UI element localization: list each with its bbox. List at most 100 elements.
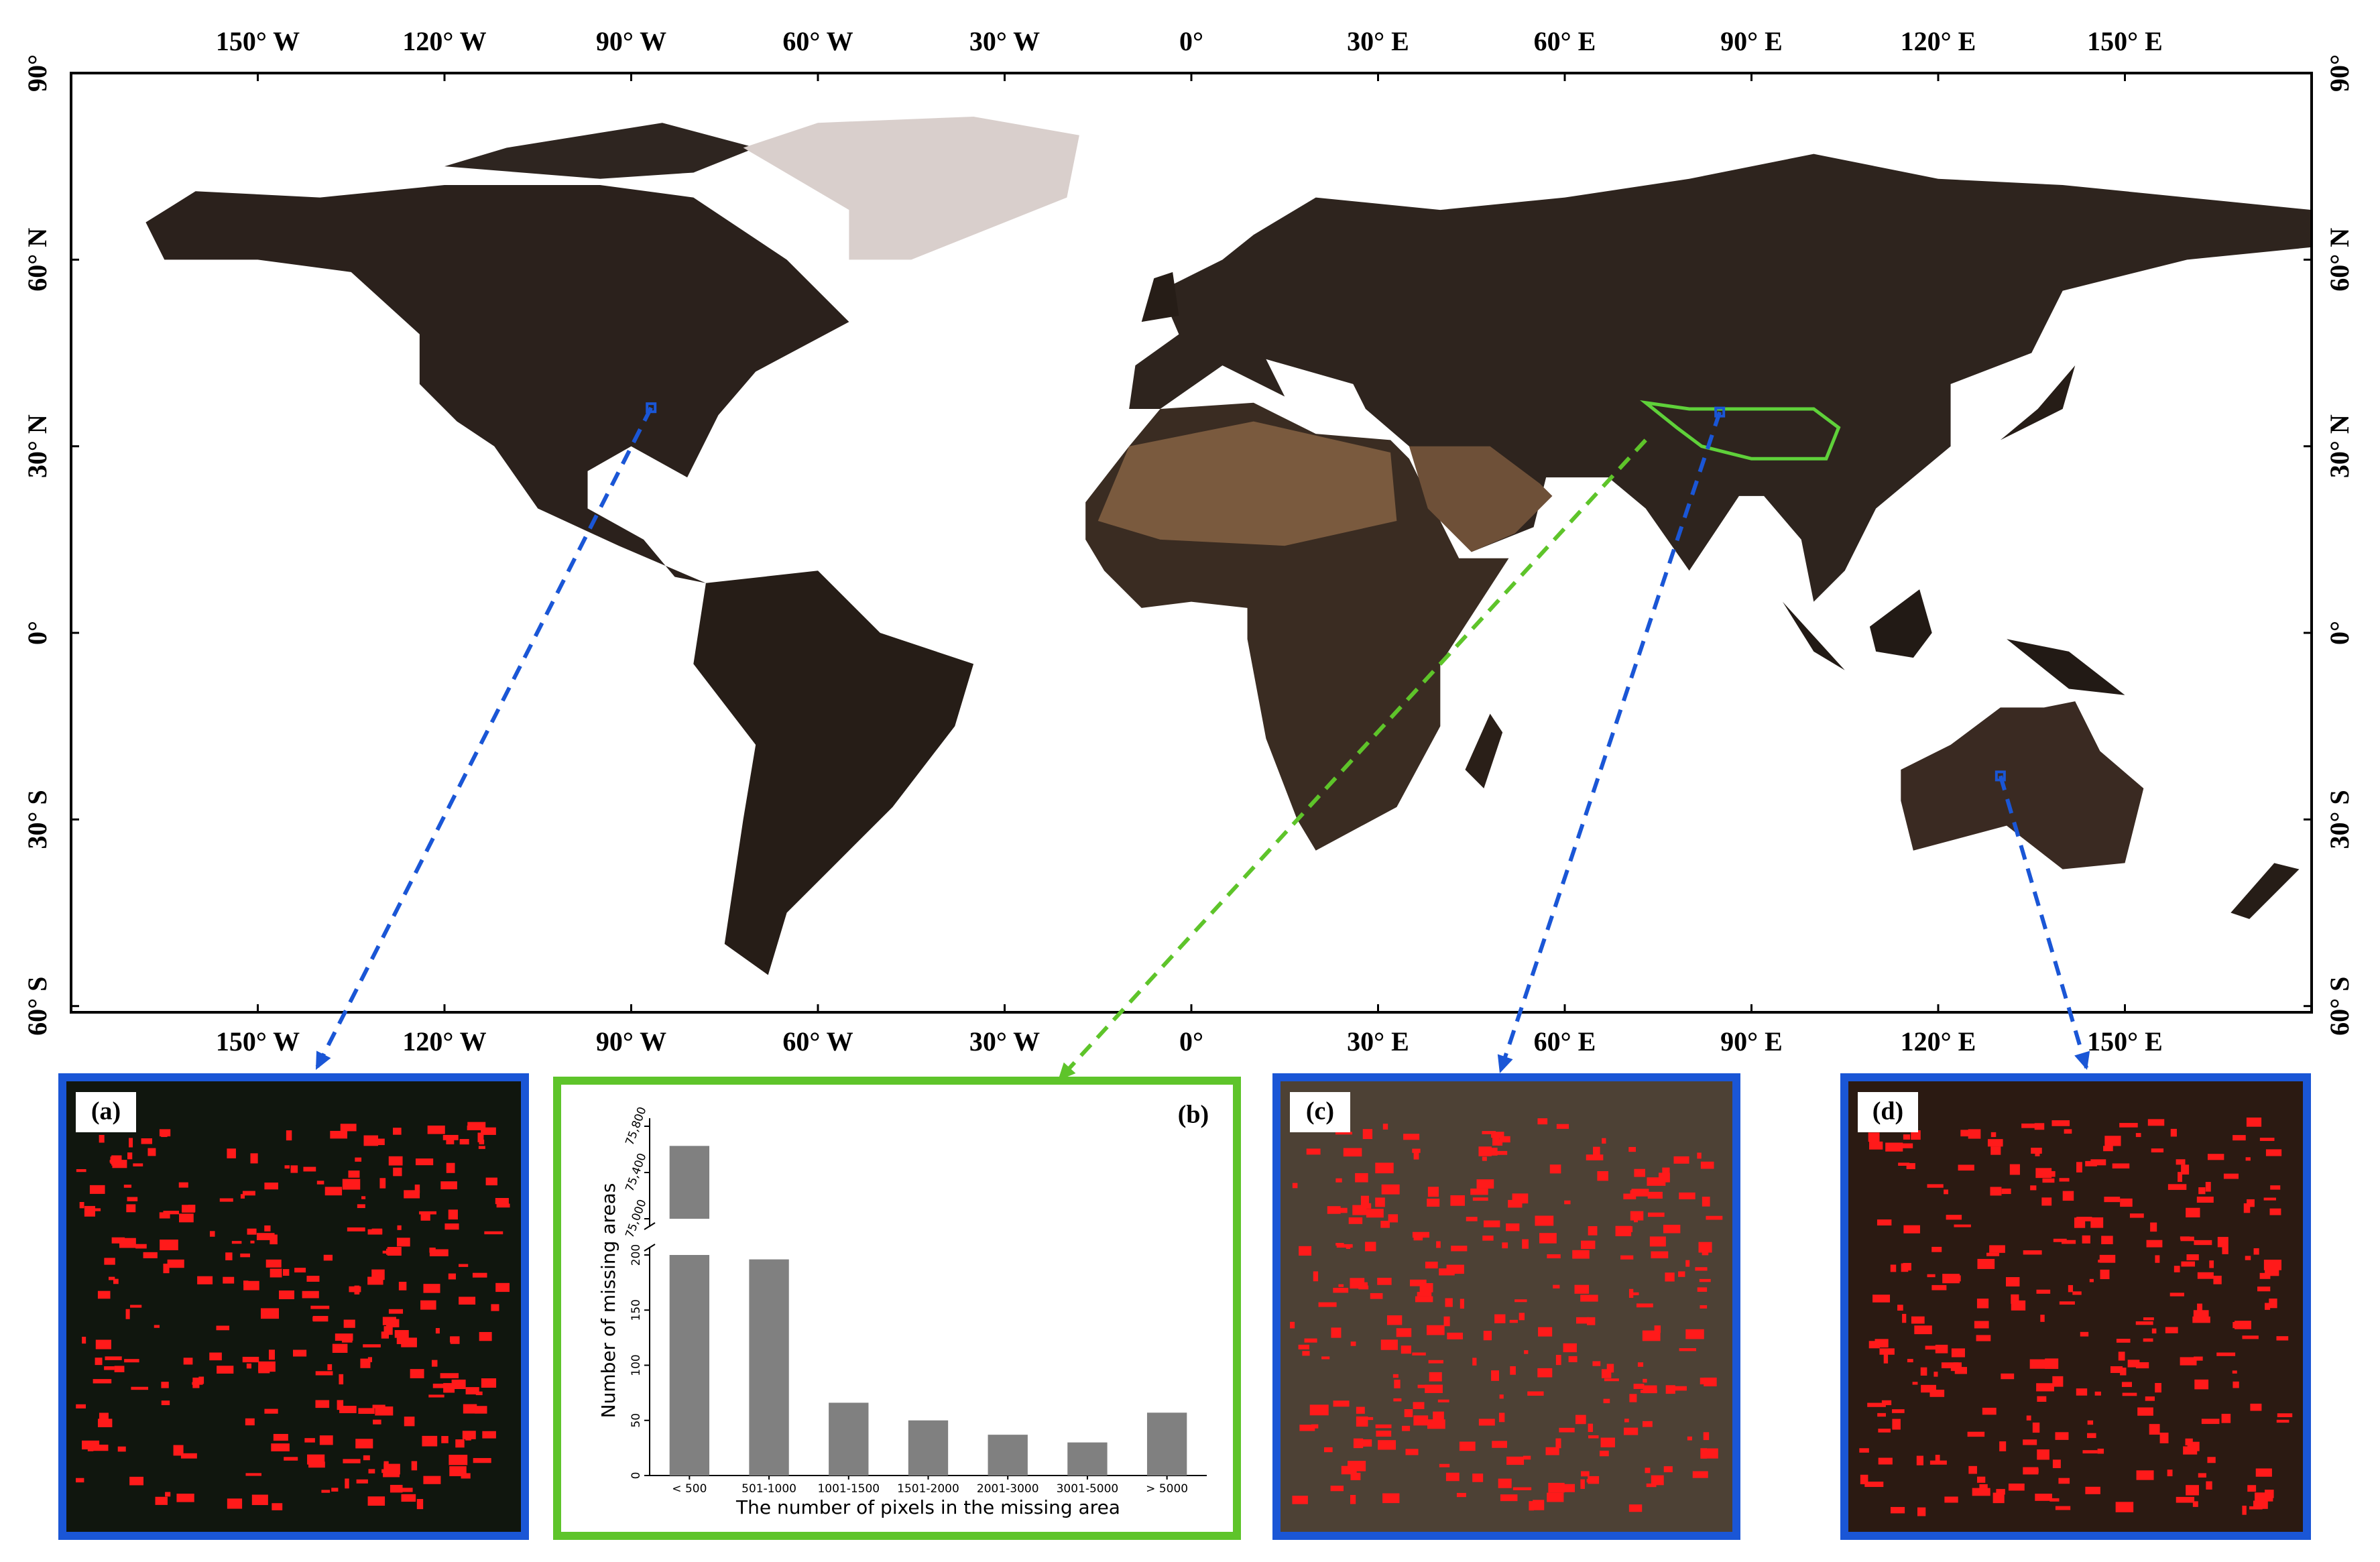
missing-pixels (1382, 1493, 1400, 1504)
missing-pixels (1916, 1455, 1923, 1465)
missing-pixels (2068, 1284, 2074, 1293)
missing-pixels (2035, 1494, 2052, 1501)
missing-pixels (2216, 1352, 2236, 1356)
missing-pixels (2196, 1196, 2214, 1203)
missing-pixels (1357, 1417, 1374, 1421)
x-tick-label: 1001-1500 (817, 1482, 880, 1496)
panel-label: (a) (91, 1097, 121, 1126)
missing-pixels (1700, 1305, 1708, 1309)
missing-pixels (1697, 1152, 1702, 1159)
missing-pixels (251, 1494, 268, 1506)
missing-pixels (1412, 1148, 1421, 1153)
missing-pixels (1992, 1492, 2005, 1504)
missing-pixels (1555, 1438, 1561, 1449)
missing-pixels (482, 1431, 496, 1439)
arrow-head (1058, 1062, 1076, 1081)
missing-pixels (1327, 1206, 1341, 1214)
borneo (1869, 589, 1932, 658)
y-tick-label: 60° S (22, 977, 52, 1036)
missing-pixels (2269, 1299, 2277, 1309)
missing-pixels (127, 1152, 133, 1160)
missing-pixels (1977, 1258, 1995, 1269)
missing-pixels (1604, 1378, 1619, 1382)
missing-pixels (260, 1308, 280, 1319)
missing-pixels (178, 1182, 188, 1188)
sumatra (1782, 601, 1845, 670)
missing-pixels (323, 1254, 333, 1261)
missing-pixels (1685, 1260, 1690, 1267)
missing-pixels (2008, 1483, 2025, 1491)
missing-pixels (1897, 1305, 1903, 1311)
missing-pixels (1426, 1325, 1445, 1335)
missing-pixels (1509, 1319, 1519, 1323)
missing-pixels (129, 1476, 143, 1486)
missing-pixels (1496, 1150, 1508, 1155)
missing-pixels (198, 1376, 204, 1384)
missing-pixels (2223, 1173, 2239, 1179)
missing-pixels (1903, 1225, 1920, 1234)
missing-pixels (1563, 1343, 1577, 1353)
missing-pixels (396, 1238, 410, 1247)
missing-pixels (125, 1309, 130, 1319)
missing-pixels (1492, 1441, 1508, 1448)
missing-pixels (2135, 1321, 2153, 1325)
missing-pixels (432, 1383, 446, 1388)
missing-pixels (1977, 1476, 1986, 1483)
missing-pixels (2101, 1236, 2113, 1244)
missing-pixels (1514, 1299, 1527, 1303)
missing-pixels (1533, 1500, 1545, 1510)
missing-pixels (284, 1457, 298, 1461)
missing-pixels (383, 1463, 400, 1475)
missing-pixels (442, 1134, 459, 1140)
missing-pixels (1599, 1450, 1609, 1457)
missing-pixels (1685, 1329, 1704, 1339)
y-tick-label: 150 (630, 1299, 643, 1321)
missing-pixels (1872, 1295, 1891, 1303)
leader-arrow (1056, 438, 1647, 1083)
missing-pixels (1338, 1284, 1344, 1287)
arabia (1409, 446, 1553, 552)
missing-pixels (394, 1330, 409, 1338)
missing-pixels (2233, 1321, 2242, 1329)
missing-pixels (455, 1439, 465, 1448)
missing-pixels (84, 1205, 95, 1217)
missing-pixels (2250, 1403, 2262, 1411)
missing-pixels (1967, 1431, 1985, 1437)
missing-pixels (2129, 1213, 2144, 1218)
missing-pixels (2135, 1133, 2141, 1138)
missing-pixels (2167, 1469, 2173, 1477)
missing-pixels (1537, 1118, 1548, 1125)
missing-pixels (1629, 1394, 1637, 1402)
missing-pixels (331, 1488, 339, 1492)
missing-pixels (1451, 1246, 1468, 1252)
missing-pixels (401, 1488, 413, 1492)
missing-pixels (1927, 1184, 1944, 1188)
missing-pixels (1337, 1207, 1348, 1213)
missing-pixels (2072, 1291, 2082, 1295)
missing-pixels (2207, 1457, 2216, 1463)
missing-pixels (95, 1339, 111, 1349)
missing-pixels (2001, 1188, 2011, 1195)
missing-pixels (1381, 1184, 1400, 1195)
missing-pixels (2176, 1496, 2195, 1503)
missing-pixels (1868, 1341, 1880, 1349)
missing-pixels (2245, 1157, 2251, 1161)
missing-pixels (265, 1259, 282, 1268)
missing-pixels (1927, 1274, 1936, 1278)
missing-pixels (93, 1379, 112, 1384)
missing-pixels (1429, 1372, 1442, 1382)
missing-pixels (1890, 1264, 1897, 1272)
missing-pixels (99, 1134, 105, 1143)
missing-pixels (2135, 1362, 2149, 1369)
missing-pixels (161, 1400, 170, 1406)
missing-pixels (89, 1185, 105, 1194)
missing-pixels (2253, 1248, 2259, 1255)
missing-pixels (2265, 1303, 2271, 1310)
missing-pixels (1415, 1296, 1433, 1303)
missing-pixels (243, 1280, 259, 1290)
missing-pixels (349, 1286, 361, 1293)
missing-pixels (372, 1404, 385, 1408)
missing-pixels (1921, 1384, 1936, 1393)
missing-pixels (123, 1185, 132, 1188)
missing-pixels (2055, 1432, 2069, 1440)
